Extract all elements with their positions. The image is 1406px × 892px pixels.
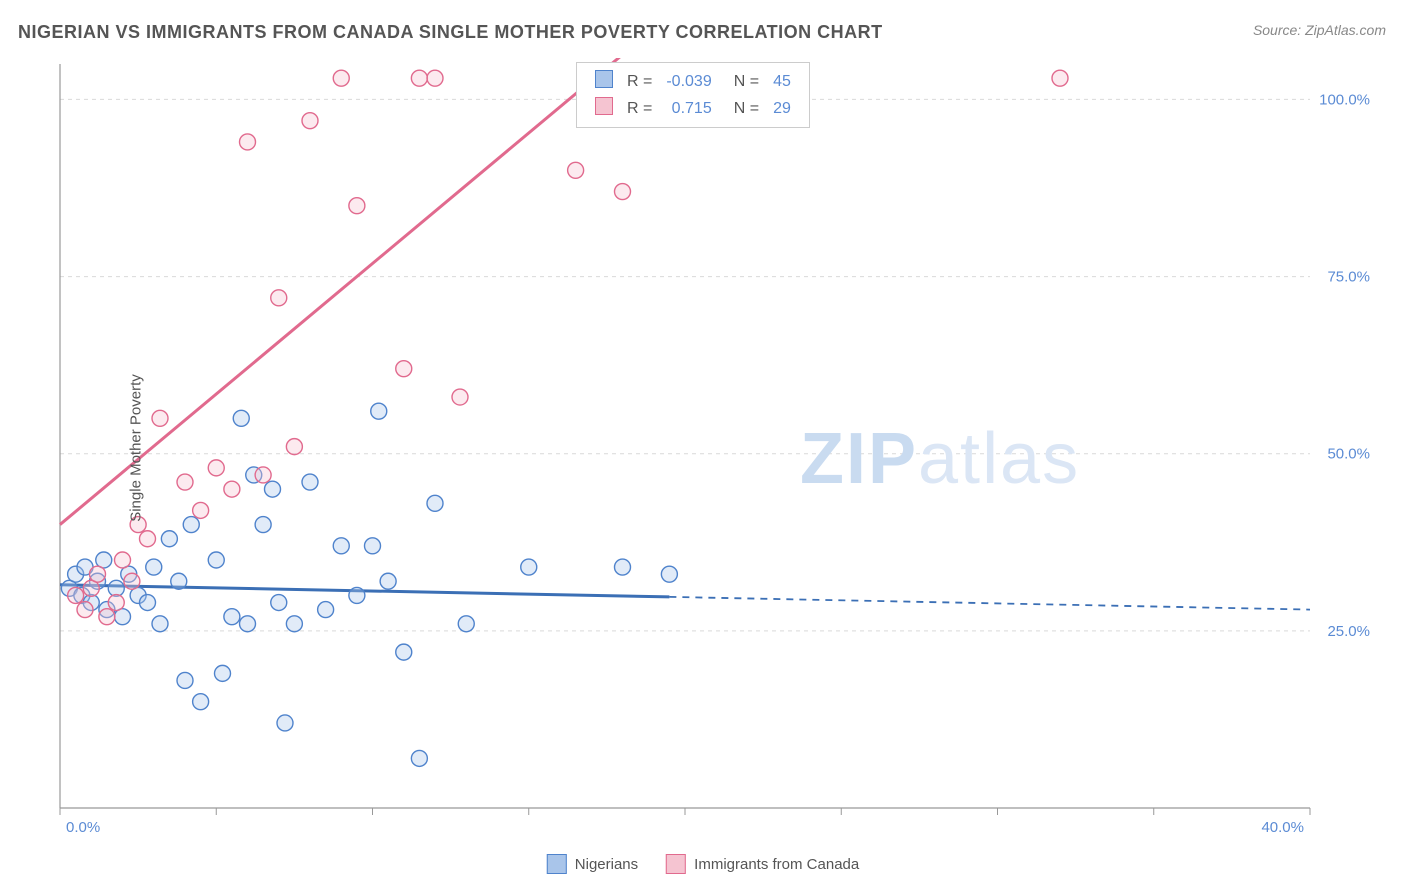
legend-item-nigerians: Nigerians [547,854,638,874]
legend-item-canada: Immigrants from Canada [666,854,859,874]
svg-text:0.0%: 0.0% [66,819,100,836]
legend-swatch-nigerians [547,854,567,874]
svg-text:75.0%: 75.0% [1327,269,1370,286]
svg-text:100.0%: 100.0% [1319,91,1370,108]
chart-title: NIGERIAN VS IMMIGRANTS FROM CANADA SINGL… [18,22,883,43]
legend: Nigerians Immigrants from Canada [547,854,859,874]
svg-text:25.0%: 25.0% [1327,623,1370,640]
svg-text:50.0%: 50.0% [1327,446,1370,463]
legend-label-canada: Immigrants from Canada [694,856,859,873]
y-axis-label: Single Mother Poverty [127,374,144,522]
chart-area: Single Mother Poverty 25.0% 50.0% 75.0% 100… [50,58,1380,838]
correlation-stats-box: R =-0.039 N =45 R =0.715 N =29 [576,62,810,128]
legend-label-nigerians: Nigerians [575,856,638,873]
scatter-plot-svg: 25.0% 50.0% 75.0% 100.0% 0.0% 40.0% [50,58,1380,838]
legend-swatch-canada [666,854,686,874]
svg-text:40.0%: 40.0% [1261,819,1304,836]
source-label: Source: ZipAtlas.com [1253,22,1386,38]
